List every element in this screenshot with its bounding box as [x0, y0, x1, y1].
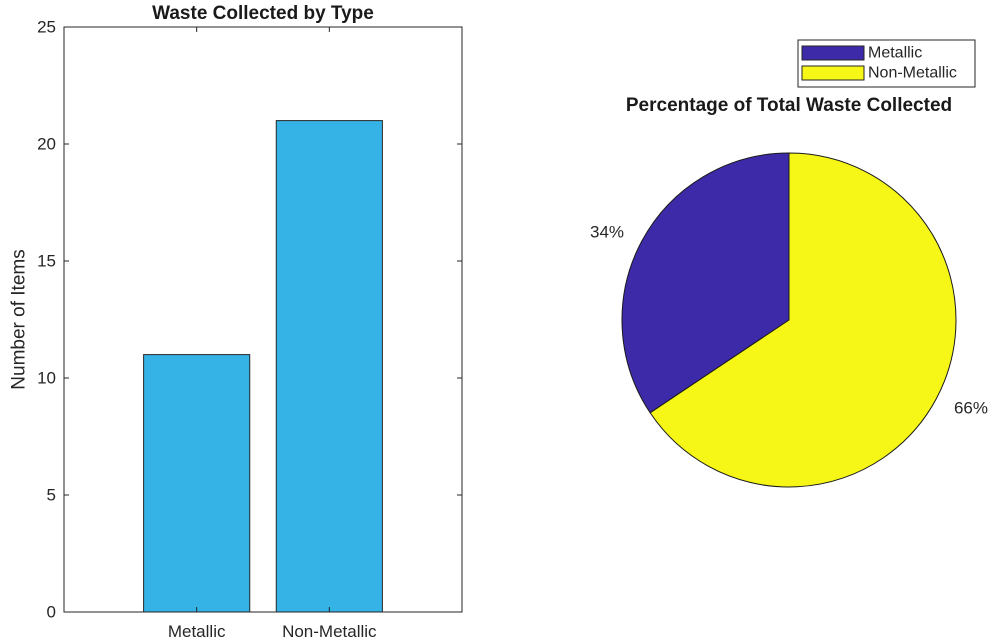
x-tick-label: Non-Metallic — [282, 622, 377, 641]
pie-slice-non-metallic — [649, 152, 957, 488]
pie-chart: Percentage of Total Waste Collected 34% 6… — [590, 39, 988, 488]
legend-entry-label: Non-Metallic — [868, 65, 957, 82]
bar-chart-y-axis-label: Number of Items — [9, 249, 30, 389]
bar-chart: Waste Collected by Type Number of Items … — [9, 3, 463, 641]
y-tick-label: 25 — [37, 18, 56, 37]
bar-non-metallic — [275, 120, 383, 613]
legend-swatch — [801, 65, 865, 81]
pie-chart-legend: Metallic Non-Metallic — [797, 39, 976, 88]
pie-percent-label: 34% — [590, 222, 624, 241]
pie-percent-label: 66% — [954, 399, 988, 418]
pie-chart-title: Percentage of Total Waste Collected — [626, 95, 952, 116]
bar-chart-title: Waste Collected by Type — [152, 3, 374, 24]
legend-entry-label: Metallic — [868, 45, 922, 62]
bar-chart-axes-box — [63, 26, 463, 613]
bar-metallic — [143, 354, 251, 613]
y-tick-label: 5 — [47, 486, 56, 505]
x-tick-label: Metallic — [168, 622, 226, 641]
y-tick-label: 20 — [37, 135, 56, 154]
y-tick-label: 0 — [47, 603, 56, 622]
legend-swatch — [801, 45, 865, 61]
y-tick-label: 15 — [37, 252, 56, 271]
bar-chart-plot-area: Metallic Non-Metallic 0 5 10 15 20 25 — [37, 18, 463, 641]
y-tick-label: 10 — [37, 369, 56, 388]
pie-chart-slices: 34% 66% — [590, 152, 988, 488]
